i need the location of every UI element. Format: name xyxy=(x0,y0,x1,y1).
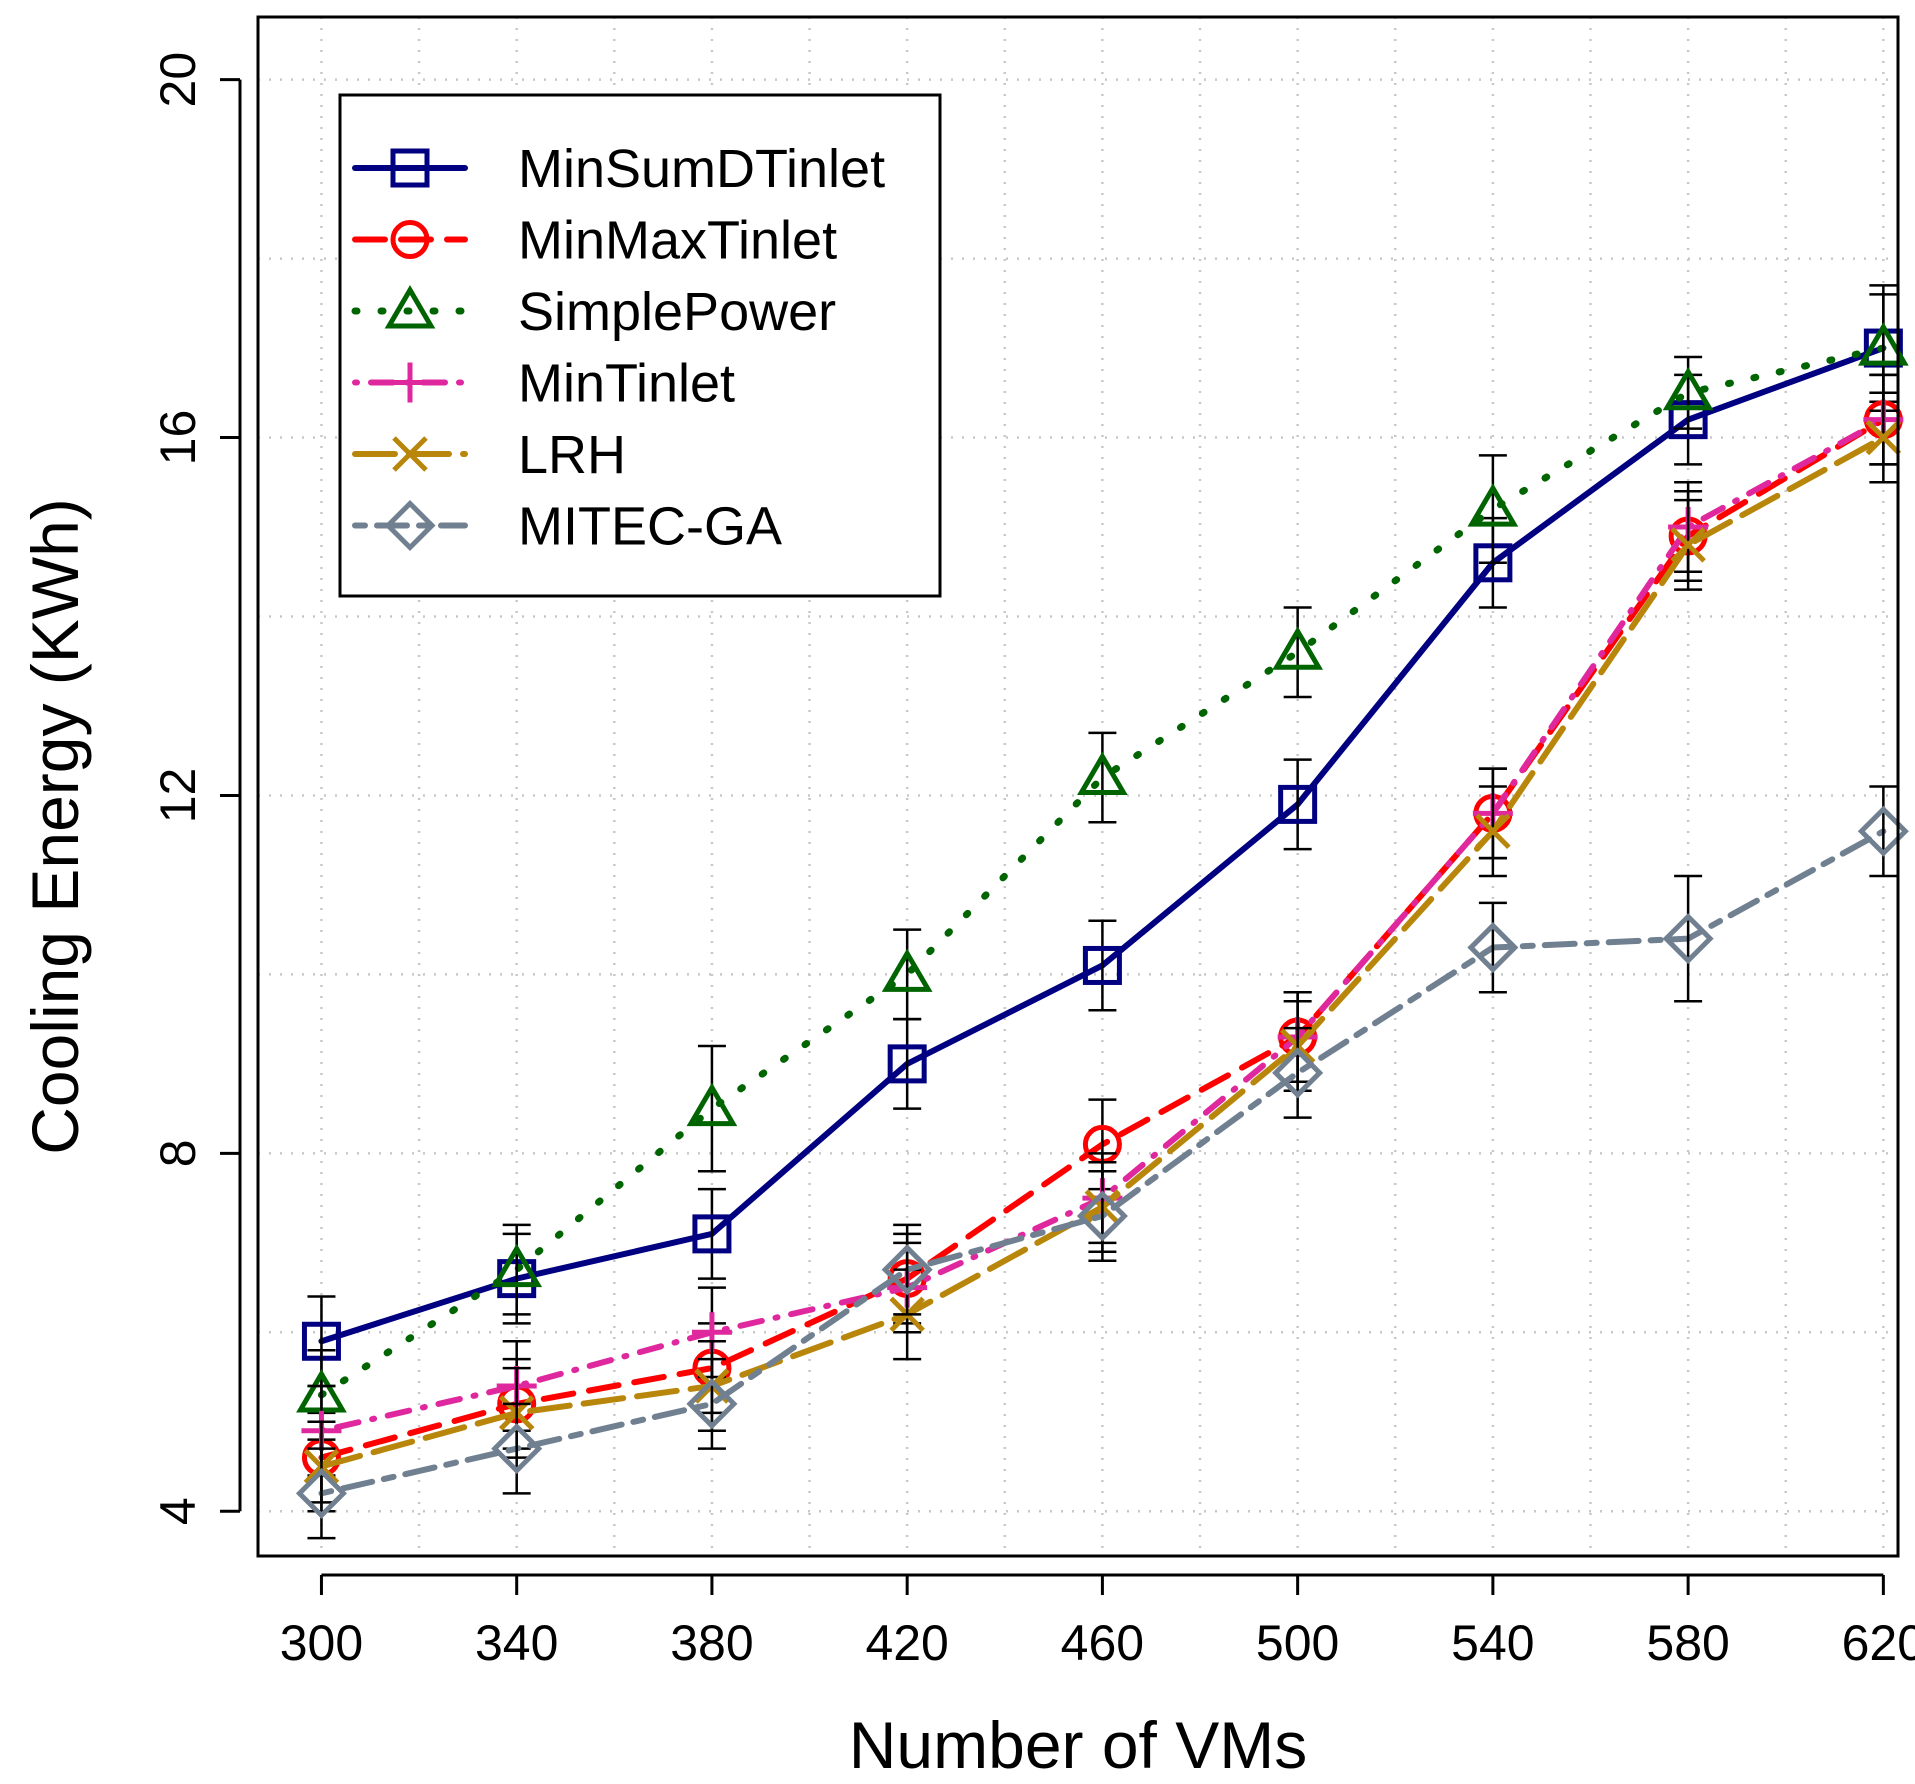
x-tick-label: 340 xyxy=(475,1615,558,1671)
data-point xyxy=(491,1423,543,1475)
legend-box xyxy=(338,93,942,598)
data-point xyxy=(686,1378,738,1430)
data-point xyxy=(1278,784,1318,824)
y-tick-label: 16 xyxy=(150,410,206,466)
x-tick-label: 420 xyxy=(865,1615,948,1671)
error-bar xyxy=(697,1187,726,1280)
x-tick-label: 460 xyxy=(1061,1615,1144,1671)
data-series xyxy=(295,284,1909,1540)
error-bar xyxy=(1088,731,1117,824)
error-bar xyxy=(1283,1026,1312,1119)
error-bar xyxy=(1088,1170,1117,1262)
error-bar xyxy=(1869,785,1898,878)
legend-label: MinSumDTinlet xyxy=(518,139,885,199)
legend: MinSumDTinlet MinMaxTinlet SimplePower MinT… xyxy=(338,93,942,598)
data-point xyxy=(295,1467,347,1519)
error-bar xyxy=(1088,919,1117,1012)
series-mitec-ga xyxy=(295,785,1909,1540)
legend-marker xyxy=(390,362,430,403)
error-bar xyxy=(893,1223,922,1316)
data-point xyxy=(1865,419,1902,456)
legend-marker xyxy=(390,220,430,259)
legend-item: MinMaxTinlet xyxy=(352,211,837,271)
error-bar xyxy=(1283,758,1312,851)
legend-marker xyxy=(384,499,436,552)
legend-label: LRH xyxy=(518,425,626,485)
x-axis-title: Number of VMs xyxy=(849,1708,1307,1782)
legend-label: MinMaxTinlet xyxy=(518,211,837,271)
legend-item: MITEC-GA xyxy=(352,497,782,557)
legend-label: SimplePower xyxy=(518,282,836,342)
legend-label: MinTinlet xyxy=(518,354,735,414)
axes: 300 340 380 420 460 500 540 580 620 4 8 12 16 20 xyxy=(150,52,1915,1671)
data-point xyxy=(1077,751,1128,796)
x-tick-label: 500 xyxy=(1256,1615,1339,1671)
plot-frame xyxy=(256,15,1900,1558)
x-tick-label: 540 xyxy=(1451,1615,1534,1671)
data-point xyxy=(887,1044,927,1084)
series-line xyxy=(317,344,1887,1399)
y-tick-label: 8 xyxy=(150,1139,206,1167)
legend-marker xyxy=(384,285,436,329)
data-point xyxy=(1670,527,1706,563)
data-point xyxy=(1475,813,1511,850)
data-point xyxy=(692,1214,732,1254)
error-bar xyxy=(1674,874,1703,1003)
data-point xyxy=(881,948,933,992)
error-bar xyxy=(1478,454,1507,565)
error-bar xyxy=(1478,901,1507,994)
data-point xyxy=(1662,913,1714,965)
data-point xyxy=(686,1082,738,1127)
error-bar xyxy=(1283,606,1312,699)
legend-marker xyxy=(392,436,428,472)
data-point xyxy=(1076,1190,1128,1242)
legend-item: SimplePower xyxy=(351,282,836,342)
x-tick-label: 380 xyxy=(670,1615,753,1671)
data-point xyxy=(1082,945,1122,985)
y-tick-label: 12 xyxy=(150,768,206,824)
legend-item: LRH xyxy=(352,425,626,485)
series-simplepower xyxy=(296,284,1909,1441)
legend-item: MinTinlet xyxy=(352,354,735,414)
data-point xyxy=(881,1244,933,1296)
error-bar xyxy=(502,1402,531,1495)
error-bar xyxy=(893,928,922,1021)
x-tick-label: 620 xyxy=(1842,1615,1915,1671)
error-bar xyxy=(502,1223,531,1316)
data-point xyxy=(1272,1047,1324,1099)
error-bar xyxy=(307,1447,336,1540)
data-point xyxy=(1467,483,1519,527)
error-bar xyxy=(697,1044,726,1173)
y-axis-title: Cooling Energy (KWh) xyxy=(18,498,92,1155)
y-tick-label: 4 xyxy=(150,1497,206,1525)
x-tick-label: 580 xyxy=(1646,1615,1729,1671)
data-point xyxy=(491,1243,543,1288)
error-bar xyxy=(697,1357,726,1450)
y-tick-label: 20 xyxy=(150,52,206,108)
legend-marker xyxy=(390,148,430,188)
x-tick-label: 300 xyxy=(280,1615,363,1671)
legend-label: MITEC-GA xyxy=(518,497,782,557)
data-point xyxy=(1272,626,1323,670)
data-point xyxy=(1858,322,1909,366)
data-point xyxy=(1467,922,1519,974)
data-point xyxy=(1662,366,1714,411)
legend-item: MinSumDTinlet xyxy=(352,139,885,199)
